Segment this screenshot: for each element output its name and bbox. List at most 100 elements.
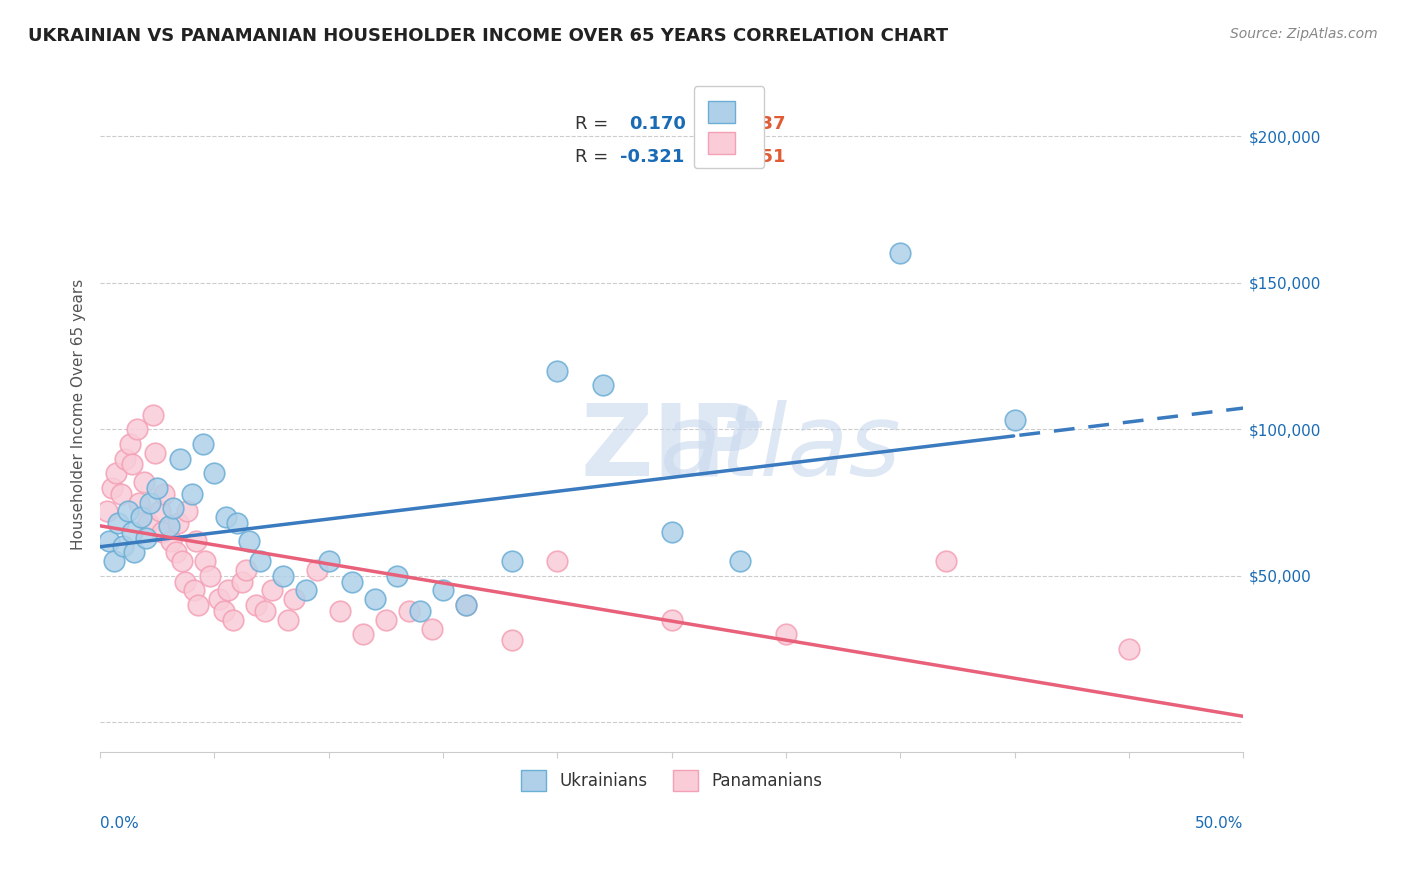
Point xyxy=(235,563,257,577)
Point xyxy=(420,622,443,636)
Point xyxy=(432,583,454,598)
Point xyxy=(501,554,523,568)
Text: UKRAINIAN VS PANAMANIAN HOUSEHOLDER INCOME OVER 65 YEARS CORRELATION CHART: UKRAINIAN VS PANAMANIAN HOUSEHOLDER INCO… xyxy=(28,27,948,45)
Text: 50.0%: 50.0% xyxy=(1195,816,1243,831)
Text: 0.0%: 0.0% xyxy=(100,816,139,831)
Point xyxy=(169,451,191,466)
Point xyxy=(387,569,409,583)
Point xyxy=(107,516,129,530)
Point xyxy=(125,422,148,436)
Point xyxy=(222,613,245,627)
Point xyxy=(173,574,195,589)
Point xyxy=(157,519,180,533)
Legend: Ukrainians, Panamanians: Ukrainians, Panamanians xyxy=(515,764,830,797)
Point xyxy=(775,627,797,641)
Point xyxy=(183,583,205,598)
Point xyxy=(187,598,209,612)
Point xyxy=(128,495,150,509)
Point xyxy=(215,510,238,524)
Point xyxy=(318,554,340,568)
Point xyxy=(935,554,957,568)
Point xyxy=(226,516,249,530)
Point xyxy=(260,583,283,598)
Point xyxy=(167,516,190,530)
Point xyxy=(501,633,523,648)
Point xyxy=(340,574,363,589)
Point xyxy=(212,604,235,618)
Point xyxy=(198,569,221,583)
Point xyxy=(124,545,146,559)
Point xyxy=(1004,413,1026,427)
Point xyxy=(114,451,136,466)
Point xyxy=(307,563,329,577)
Point xyxy=(118,437,141,451)
Point xyxy=(217,583,239,598)
Point xyxy=(283,592,305,607)
Point xyxy=(180,487,202,501)
Point xyxy=(172,554,194,568)
Point xyxy=(454,598,477,612)
Text: 0.170: 0.170 xyxy=(630,114,686,133)
Text: R =: R = xyxy=(575,114,620,133)
Point xyxy=(160,533,183,548)
Point xyxy=(110,487,132,501)
Point xyxy=(132,475,155,489)
Point xyxy=(191,437,214,451)
Point xyxy=(136,516,159,530)
Point xyxy=(162,501,184,516)
Text: ZIP: ZIP xyxy=(581,400,763,497)
Point xyxy=(98,533,121,548)
Point xyxy=(96,504,118,518)
Point xyxy=(176,504,198,518)
Point xyxy=(245,598,267,612)
Point xyxy=(661,524,683,539)
Point xyxy=(121,524,143,539)
Point xyxy=(121,458,143,472)
Point xyxy=(194,554,217,568)
Point xyxy=(329,604,352,618)
Point xyxy=(231,574,253,589)
Point xyxy=(143,445,166,459)
Text: -0.321: -0.321 xyxy=(620,148,685,166)
Text: N = 51: N = 51 xyxy=(717,148,785,166)
Point xyxy=(135,531,157,545)
Point xyxy=(375,613,398,627)
Point xyxy=(546,363,568,377)
Point xyxy=(165,545,187,559)
Point xyxy=(204,466,226,480)
Point xyxy=(117,504,139,518)
Point xyxy=(149,504,172,518)
Point xyxy=(139,495,162,509)
Text: atlas: atlas xyxy=(659,400,901,497)
Y-axis label: Householder Income Over 65 years: Householder Income Over 65 years xyxy=(72,279,86,550)
Point xyxy=(352,627,374,641)
Text: Source: ZipAtlas.com: Source: ZipAtlas.com xyxy=(1230,27,1378,41)
Point xyxy=(153,487,176,501)
Point xyxy=(454,598,477,612)
Point xyxy=(253,604,276,618)
Point xyxy=(105,466,128,480)
Point xyxy=(730,554,752,568)
Point xyxy=(1118,642,1140,657)
Point xyxy=(249,554,271,568)
Point xyxy=(129,510,152,524)
Point xyxy=(111,540,134,554)
Point xyxy=(409,604,432,618)
Point xyxy=(103,554,125,568)
Point xyxy=(546,554,568,568)
Point xyxy=(271,569,294,583)
Point xyxy=(208,592,231,607)
Point xyxy=(398,604,420,618)
Text: N = 37: N = 37 xyxy=(717,114,785,133)
Point xyxy=(238,533,260,548)
Point xyxy=(592,378,614,392)
Point xyxy=(277,613,299,627)
Point xyxy=(661,613,683,627)
Point xyxy=(100,481,122,495)
Point xyxy=(150,524,173,539)
Point xyxy=(889,246,911,260)
Point xyxy=(186,533,208,548)
Point xyxy=(295,583,318,598)
Point xyxy=(363,592,385,607)
Point xyxy=(146,481,169,495)
